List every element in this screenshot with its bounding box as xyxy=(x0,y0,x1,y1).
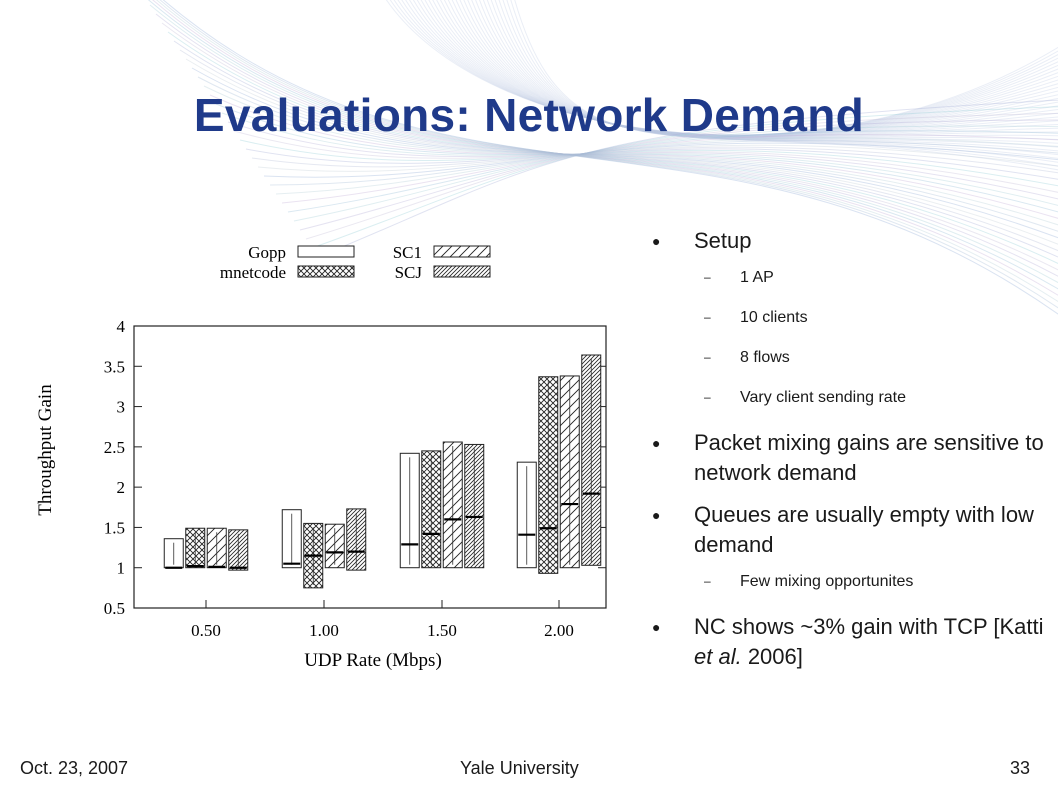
bullet-list: ● Setup – 1 AP – 10 clients – 8 flows – Vary clie… xyxy=(652,226,1052,684)
bullet-dash-icon: – xyxy=(704,390,711,404)
legend-label-mnetcode: mnetcode xyxy=(220,263,286,282)
bullet-dot-icon: ● xyxy=(652,619,661,635)
bullet-text-italic: et al. xyxy=(694,644,742,669)
bullet-dot-icon: ● xyxy=(652,435,661,451)
y-tick-label: 3.5 xyxy=(104,357,125,376)
bullet-dash-icon: – xyxy=(704,574,711,588)
x-axis-label: UDP Rate (Mbps) xyxy=(304,650,442,670)
bullet-dash-icon: – xyxy=(704,350,711,364)
y-tick-label: 4 xyxy=(117,317,126,336)
bullet-dot-icon: ● xyxy=(652,233,661,249)
bullet-text: Setup xyxy=(694,228,752,253)
y-tick-label: 1.5 xyxy=(104,518,125,537)
sub-bullet-item: – Few mixing opportunites xyxy=(652,572,1052,592)
sub-bullet-item: – Vary client sending rate xyxy=(652,388,1052,408)
y-tick-label: 3 xyxy=(117,398,126,417)
bullet-dot-icon: ● xyxy=(652,507,661,523)
legend-swatch-mnetcode xyxy=(297,265,355,278)
x-tick-label: 0.50 xyxy=(191,621,221,640)
sub-bullet-item: – 8 flows xyxy=(652,348,1052,368)
sub-bullet-item: – 10 clients xyxy=(652,308,1052,328)
slide-title: Evaluations: Network Demand xyxy=(193,89,865,141)
bullet-dash-icon: – xyxy=(704,310,711,324)
footer-institution: Yale University xyxy=(460,758,579,778)
bullet-dash-icon: – xyxy=(704,270,711,284)
legend-swatch-gopp xyxy=(297,245,355,258)
bullet-text: Vary client sending rate xyxy=(740,389,907,406)
legend-swatch-scj xyxy=(433,265,491,278)
legend-swatch-sc1 xyxy=(433,245,491,258)
page-number: 33 xyxy=(1010,758,1031,778)
bullet-item: ● Queues are usually empty with low deman… xyxy=(652,500,1052,560)
sub-bullet-item: – 1 AP xyxy=(652,268,1052,288)
y-tick-label: 2.5 xyxy=(104,438,125,457)
y-tick-label: 0.5 xyxy=(104,599,125,618)
bullet-text: Packet mixing gains are sensitive to net… xyxy=(694,430,1044,485)
bullet-item: ● Setup xyxy=(652,226,1052,256)
bullet-text: Queues are usually empty with low demand xyxy=(694,502,1034,557)
y-axis-label: Throughput Gain xyxy=(35,384,56,516)
legend-label-sc1: SC1 xyxy=(393,243,422,262)
bullet-text: NC shows ~3% gain with TCP [Katti xyxy=(694,614,1044,639)
x-tick-label: 2.00 xyxy=(544,621,574,640)
bullet-text: Few mixing opportunites xyxy=(740,573,914,590)
legend-label-gopp: Gopp xyxy=(248,243,286,262)
bullet-text: 1 AP xyxy=(740,269,774,286)
footer-date: Oct. 23, 2007 xyxy=(20,758,129,778)
plot-area: 0.5 1 1.5 2 2.5 3 3.5 4 0.50 1.00 1.50 2.00 xyxy=(104,317,607,640)
bullet-item: ● Packet mixing gains are sensitive to ne… xyxy=(652,428,1052,488)
legend-label-scj: SCJ xyxy=(395,263,423,282)
bullet-text-tail: 2006] xyxy=(741,644,803,669)
bullet-text: 8 flows xyxy=(740,349,790,366)
bullet-item: ● NC shows ~3% gain with TCP [Katti et al… xyxy=(652,612,1052,672)
y-tick-label: 1 xyxy=(117,559,126,578)
plot-frame xyxy=(133,325,607,609)
bullet-text: 10 clients xyxy=(740,309,808,326)
x-tick-label: 1.00 xyxy=(309,621,339,640)
y-tick-label: 2 xyxy=(117,478,126,497)
x-tick-label: 1.50 xyxy=(427,621,457,640)
